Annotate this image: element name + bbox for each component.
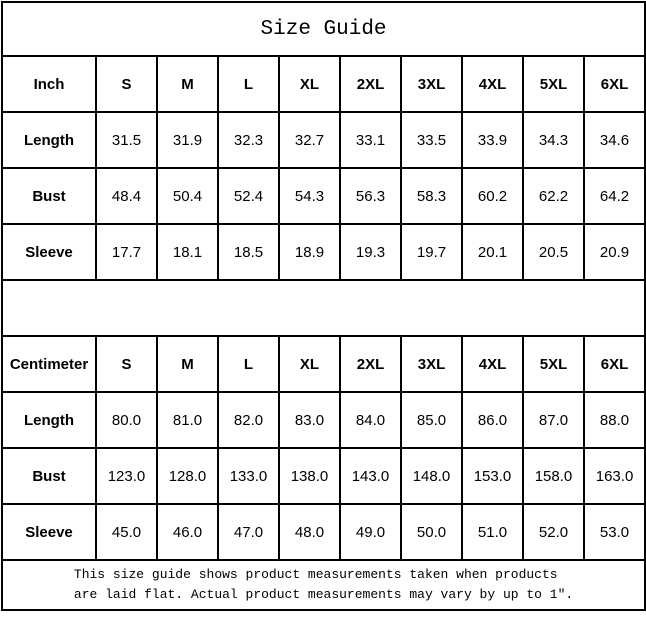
- size-header-2xl: 2XL: [339, 335, 402, 393]
- measurement-cell: 85.0: [400, 391, 463, 449]
- unit-label-inch: Inch: [1, 55, 97, 113]
- measurement-cell: 133.0: [217, 447, 280, 505]
- measurement-cell: 17.7: [95, 223, 158, 281]
- size-header-3xl: 3XL: [400, 335, 463, 393]
- row-label-bust: Bust: [1, 167, 97, 225]
- measurement-cell: 20.5: [522, 223, 585, 281]
- measurement-cell: 33.5: [400, 111, 463, 169]
- measurement-cell: 34.3: [522, 111, 585, 169]
- measurement-cell: 20.9: [582, 223, 646, 281]
- footnote-text: This size guide shows product measuremen…: [74, 565, 573, 605]
- size-header-s: S: [95, 55, 158, 113]
- measurement-cell: 54.3: [278, 167, 341, 225]
- measurement-cell: 148.0: [400, 447, 463, 505]
- measurement-cell: 138.0: [278, 447, 341, 505]
- size-header-5xl: 5XL: [522, 55, 585, 113]
- measurement-cell: 163.0: [582, 447, 646, 505]
- measurement-cell: 31.9: [156, 111, 219, 169]
- measurement-cell: 18.1: [156, 223, 219, 281]
- measurement-cell: 45.0: [95, 503, 158, 561]
- measurement-cell: 82.0: [217, 391, 280, 449]
- measurement-cell: 34.6: [582, 111, 646, 169]
- measurement-cell: 143.0: [339, 447, 402, 505]
- unit-label-centimeter: Centimeter: [1, 335, 97, 393]
- measurement-cell: 81.0: [156, 391, 219, 449]
- measurement-cell: 19.7: [400, 223, 463, 281]
- measurement-cell: 58.3: [400, 167, 463, 225]
- inch-bust-row: Bust 48.4 50.4 52.4 54.3 56.3 58.3 60.2 …: [1, 167, 646, 225]
- measurement-cell: 50.0: [400, 503, 463, 561]
- page-title: Size Guide: [0, 1, 646, 57]
- row-label-bust: Bust: [1, 447, 97, 505]
- spacer-cell: [0, 279, 646, 337]
- measurement-cell: 56.3: [339, 167, 402, 225]
- footnote-line-2: are laid flat. Actual product measuremen…: [73, 587, 574, 602]
- size-header-3xl: 3XL: [400, 55, 463, 113]
- row-label-length: Length: [1, 111, 97, 169]
- measurement-cell: 32.7: [278, 111, 341, 169]
- inch-length-row: Length 31.5 31.9 32.3 32.7 33.1 33.5 33.…: [1, 111, 646, 169]
- measurement-cell: 53.0: [582, 503, 646, 561]
- size-header-5xl: 5XL: [522, 335, 585, 393]
- size-header-xl: XL: [278, 55, 341, 113]
- size-header-s: S: [95, 335, 158, 393]
- measurement-cell: 84.0: [339, 391, 402, 449]
- measurement-cell: 33.9: [461, 111, 524, 169]
- centimeter-length-row: Length 80.0 81.0 82.0 83.0 84.0 85.0 86.…: [1, 391, 646, 449]
- measurement-cell: 60.2: [461, 167, 524, 225]
- size-header-2xl: 2XL: [339, 55, 402, 113]
- footnote-row: This size guide shows product measuremen…: [0, 559, 646, 611]
- measurement-cell: 18.9: [278, 223, 341, 281]
- size-header-4xl: 4XL: [461, 55, 524, 113]
- centimeter-sleeve-row: Sleeve 45.0 46.0 47.0 48.0 49.0 50.0 51.…: [1, 503, 646, 561]
- measurement-cell: 86.0: [461, 391, 524, 449]
- measurement-cell: 123.0: [95, 447, 158, 505]
- measurement-cell: 49.0: [339, 503, 402, 561]
- measurement-cell: 46.0: [156, 503, 219, 561]
- measurement-cell: 52.4: [217, 167, 280, 225]
- row-label-sleeve: Sleeve: [1, 503, 97, 561]
- measurement-cell: 64.2: [582, 167, 646, 225]
- size-header-4xl: 4XL: [461, 335, 524, 393]
- row-label-length: Length: [1, 391, 97, 449]
- footnote-line-1: This size guide shows product measuremen…: [73, 567, 558, 582]
- inch-sleeve-row: Sleeve 17.7 18.1 18.5 18.9 19.3 19.7 20.…: [1, 223, 646, 281]
- measurement-cell: 47.0: [217, 503, 280, 561]
- size-header-m: M: [156, 55, 219, 113]
- measurement-cell: 128.0: [156, 447, 219, 505]
- measurement-cell: 48.4: [95, 167, 158, 225]
- size-header-xl: XL: [278, 335, 341, 393]
- row-label-sleeve: Sleeve: [1, 223, 97, 281]
- size-header-l: L: [217, 55, 280, 113]
- centimeter-header-row: Centimeter S M L XL 2XL 3XL 4XL 5XL 6XL: [1, 335, 646, 393]
- measurement-cell: 50.4: [156, 167, 219, 225]
- measurement-cell: 80.0: [95, 391, 158, 449]
- measurement-cell: 20.1: [461, 223, 524, 281]
- size-header-6xl: 6XL: [582, 55, 646, 113]
- measurement-cell: 83.0: [278, 391, 341, 449]
- centimeter-bust-row: Bust 123.0 128.0 133.0 138.0 143.0 148.0…: [1, 447, 646, 505]
- measurement-cell: 87.0: [522, 391, 585, 449]
- title-row: Size Guide: [0, 1, 646, 57]
- measurement-cell: 52.0: [522, 503, 585, 561]
- measurement-cell: 88.0: [582, 391, 646, 449]
- measurement-cell: 51.0: [461, 503, 524, 561]
- measurement-cell: 48.0: [278, 503, 341, 561]
- measurement-cell: 158.0: [522, 447, 585, 505]
- size-header-6xl: 6XL: [582, 335, 646, 393]
- size-header-l: L: [217, 335, 280, 393]
- measurement-cell: 62.2: [522, 167, 585, 225]
- measurement-cell: 31.5: [95, 111, 158, 169]
- measurement-cell: 18.5: [217, 223, 280, 281]
- inch-header-row: Inch S M L XL 2XL 3XL 4XL 5XL 6XL: [1, 55, 646, 113]
- size-header-m: M: [156, 335, 219, 393]
- footnote-cell: This size guide shows product measuremen…: [0, 559, 646, 611]
- measurement-cell: 32.3: [217, 111, 280, 169]
- spacer-row: [0, 279, 646, 337]
- measurement-cell: 153.0: [461, 447, 524, 505]
- measurement-cell: 33.1: [339, 111, 402, 169]
- measurement-cell: 19.3: [339, 223, 402, 281]
